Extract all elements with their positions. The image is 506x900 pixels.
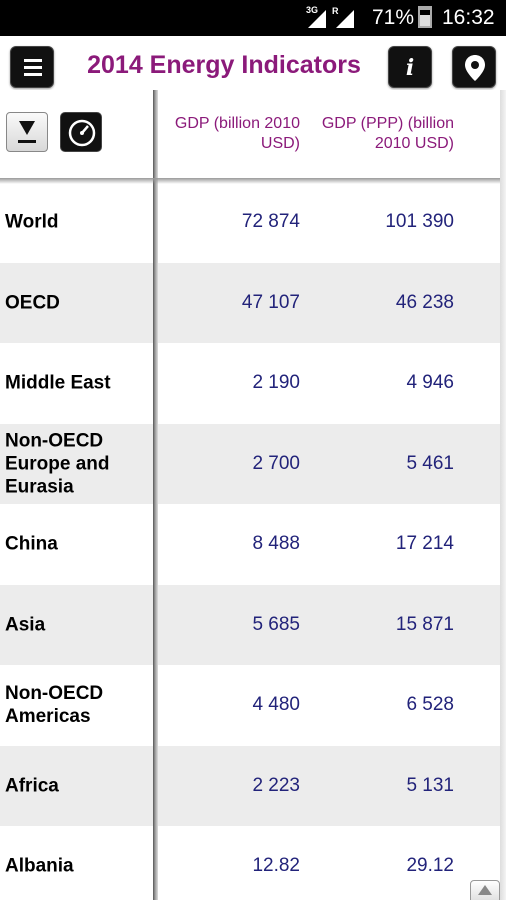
column-header-gdp[interactable]: GDP (billion 2010 USD) [174,115,300,152]
row-gdp-value: 12.82 [252,855,300,877]
row-gdp-value: 5 685 [252,613,300,635]
table-row[interactable]: Asia 5 685 15 871 [0,584,500,665]
row-region-name: Africa [5,775,59,797]
row-gdp-ppp-value: 17 214 [395,533,454,555]
sort-down-icon [19,121,35,135]
row-gdp-value: 4 480 [252,694,300,716]
column-header-gdp-ppp[interactable]: GDP (PPP) (billion 2010 USD) [321,115,454,152]
signal-icon [308,10,326,28]
row-gdp-ppp-value: 15 871 [395,613,454,635]
clock: 16:32 [442,6,495,29]
table-row[interactable]: Non-OECD Europe and Eurasia 2 700 5 461 [0,423,500,504]
row-region-name: World [5,211,59,233]
row-gdp-ppp-value: 5 461 [406,452,454,474]
battery-fill [420,14,430,26]
scroll-track[interactable] [500,90,506,900]
app-header: 2014 Energy Indicators i [0,36,506,98]
menu-icon [24,59,42,62]
menu-button[interactable] [10,46,54,88]
row-gdp-value: 72 874 [241,211,300,233]
arrow-up-icon [478,885,492,895]
battery-percent: 71% [372,6,415,29]
row-gdp-ppp-value: 46 238 [395,291,454,313]
row-region-name: Non-OECD Americas [5,683,104,728]
header-shadow [0,178,500,184]
row-region-name: Albania [5,855,74,877]
gauge-icon [68,119,96,147]
data-table: World 72 874 101 390 OECD 47 107 46 238 Middle… [0,182,500,900]
page-title: 2014 Energy Indicators [87,51,361,79]
table-row[interactable]: Middle East 2 190 4 946 [0,343,500,424]
info-button[interactable]: i [388,46,432,88]
location-pin-icon [465,55,485,81]
menu-icon-line [24,73,42,76]
battery-icon [418,6,432,28]
row-region-name: Non-OECD Europe and Eurasia [5,430,110,498]
row-gdp-value: 47 107 [241,291,300,313]
row-gdp-value: 2 190 [252,372,300,394]
menu-icon-line [24,66,42,69]
row-gdp-value: 2 700 [252,452,300,474]
row-region-name: Middle East [5,372,111,394]
location-button[interactable] [452,46,496,88]
status-bar: 3G R 71% 16:32 [0,0,506,36]
table-row[interactable]: China 8 488 17 214 [0,504,500,585]
gauge-button[interactable] [60,112,102,152]
row-gdp-value: 8 488 [252,533,300,555]
row-gdp-ppp-value: 101 390 [385,211,454,233]
info-icon: i [405,55,415,81]
network-type: 3G [306,5,319,15]
table-row[interactable]: World 72 874 101 390 [0,182,500,263]
row-gdp-ppp-value: 6 528 [406,694,454,716]
table-row[interactable]: OECD 47 107 46 238 [0,262,500,343]
sort-button[interactable] [6,112,48,152]
table-header: GDP (billion 2010 USD) GDP (PPP) (billio… [0,90,506,180]
row-gdp-ppp-value: 4 946 [406,372,454,394]
roaming-indicator: R [332,6,339,16]
sort-bar [18,140,36,143]
signal-icon-2 [336,10,354,28]
row-region-name: OECD [5,292,60,314]
column-divider [153,90,158,900]
row-region-name: Asia [5,614,46,636]
row-gdp-ppp-value: 5 131 [406,774,454,796]
row-region-name: China [5,533,58,555]
row-gdp-ppp-value: 29.12 [406,855,454,877]
table-row[interactable]: Non-OECD Americas 4 480 6 528 [0,665,500,746]
scroll-to-top-button[interactable] [470,880,500,900]
row-gdp-value: 2 223 [252,774,300,796]
table-row[interactable]: Albania 12.82 29.12 [0,826,500,900]
table-row[interactable]: Africa 2 223 5 131 [0,745,500,826]
